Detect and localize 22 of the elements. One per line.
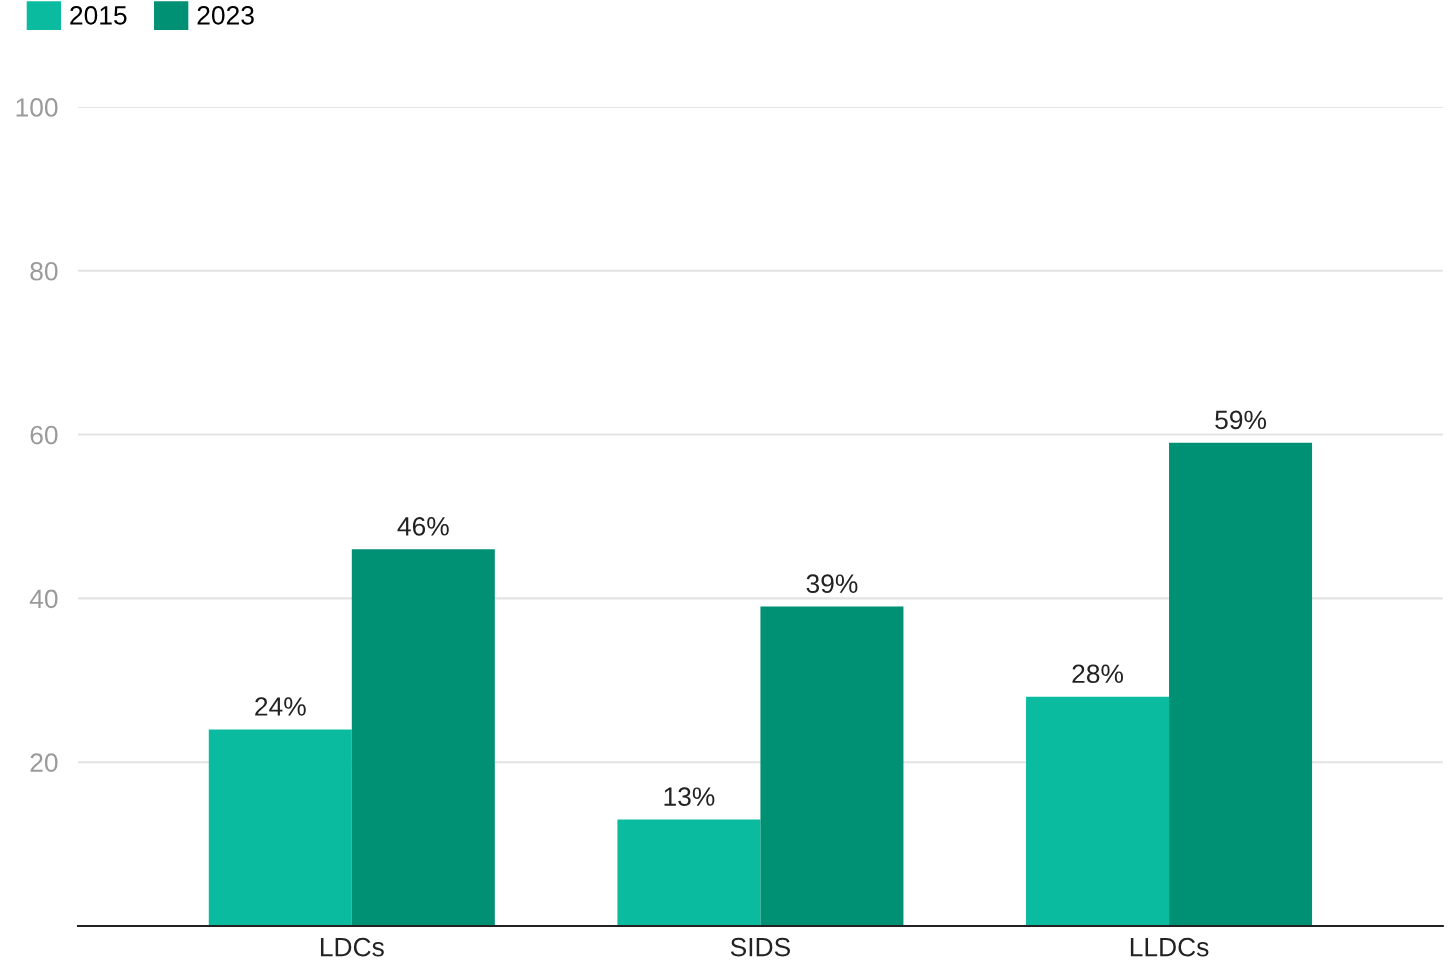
- bar: [351, 549, 495, 926]
- y-tick-label: 80: [30, 261, 58, 281]
- bar: [1169, 442, 1313, 926]
- bar: [617, 819, 761, 926]
- data-label: 13%: [664, 787, 715, 806]
- legend-label: 2023: [197, 6, 254, 25]
- y-tick-label: 20: [30, 753, 58, 772]
- bar: [1026, 696, 1170, 926]
- bar: [760, 606, 904, 926]
- legend-label: 2015: [70, 6, 127, 25]
- y-tick-label: 100: [16, 98, 58, 117]
- x-tick-label: LDCs: [320, 937, 384, 957]
- data-label: 39%: [806, 574, 858, 594]
- data-label: 28%: [1072, 664, 1124, 684]
- data-label: 59%: [1215, 410, 1267, 430]
- data-label: 24%: [255, 697, 306, 716]
- y-tick-label: 60: [30, 425, 58, 445]
- y-tick-label: 40: [29, 589, 58, 609]
- data-label: 46%: [397, 517, 449, 536]
- x-tick-label: SIDS: [730, 937, 791, 957]
- bar: [208, 729, 352, 926]
- x-tick-label: LLDCs: [1130, 937, 1209, 957]
